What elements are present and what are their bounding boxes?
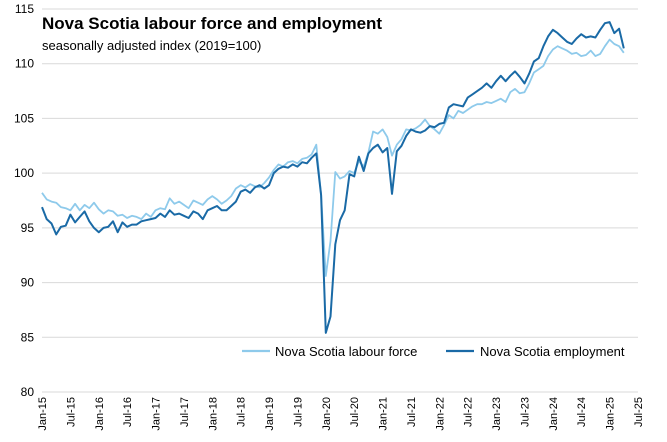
series-line-employment — [41, 21, 625, 334]
x-tick-label: Jul-23 — [519, 397, 531, 427]
x-tick-label: Jan-23 — [491, 397, 503, 431]
y-tick-label: 80 — [21, 385, 35, 399]
x-tick-label: Jul-20 — [349, 397, 361, 427]
y-tick-label: 90 — [21, 276, 35, 290]
y-tick-label: 85 — [21, 330, 35, 344]
chart-subtitle: seasonally adjusted index (2019=100) — [42, 38, 262, 53]
x-tick-label: Jul-25 — [633, 397, 645, 427]
x-tick-label: Jan-15 — [37, 397, 49, 431]
y-tick-label: 115 — [15, 2, 34, 16]
y-tick-label: 105 — [14, 111, 34, 125]
series-lines — [41, 21, 625, 334]
y-tick-label: 100 — [14, 166, 34, 180]
x-tick-label: Jul-19 — [292, 397, 304, 427]
x-tick-label: Jan-20 — [321, 397, 333, 431]
chart-title: Nova Scotia labour force and employment — [42, 14, 383, 33]
gridlines — [42, 8, 638, 393]
x-tick-label: Jul-17 — [179, 397, 191, 427]
x-tick-label: Jul-22 — [463, 397, 475, 427]
x-axis-ticks: Jan-15 Jul-15 Jan-16 Jul-16 Jan-17 Jul-17 Jan-… — [37, 397, 645, 431]
x-tick-label: Jan-16 — [94, 397, 106, 431]
x-tick-label: Jan-21 — [378, 397, 390, 431]
legend: Nova Scotia labour force Nova Scotia emp… — [242, 344, 625, 359]
series-line-labour-force — [41, 38, 625, 277]
legend-label-labour-force: Nova Scotia labour force — [275, 344, 417, 359]
x-tick-label: Jul-16 — [122, 397, 134, 427]
x-tick-label: Jan-19 — [264, 397, 276, 431]
x-tick-label: Jul-24 — [576, 397, 588, 427]
x-tick-label: Jul-18 — [236, 397, 248, 427]
legend-label-employment: Nova Scotia employment — [480, 344, 625, 359]
y-axis-ticks: 80 85 90 95 100 105 110 115 — [14, 2, 34, 399]
y-tick-label: 110 — [15, 57, 34, 71]
x-tick-label: Jul-15 — [65, 397, 77, 427]
x-tick-label: Jan-25 — [605, 397, 617, 431]
y-tick-label: 95 — [21, 221, 35, 235]
x-tick-label: Jan-17 — [151, 397, 163, 431]
x-tick-label: Jan-22 — [434, 397, 446, 431]
x-tick-label: Jan-24 — [548, 397, 560, 431]
x-tick-label: Jan-18 — [207, 397, 219, 431]
x-tick-label: Jul-21 — [406, 397, 418, 427]
